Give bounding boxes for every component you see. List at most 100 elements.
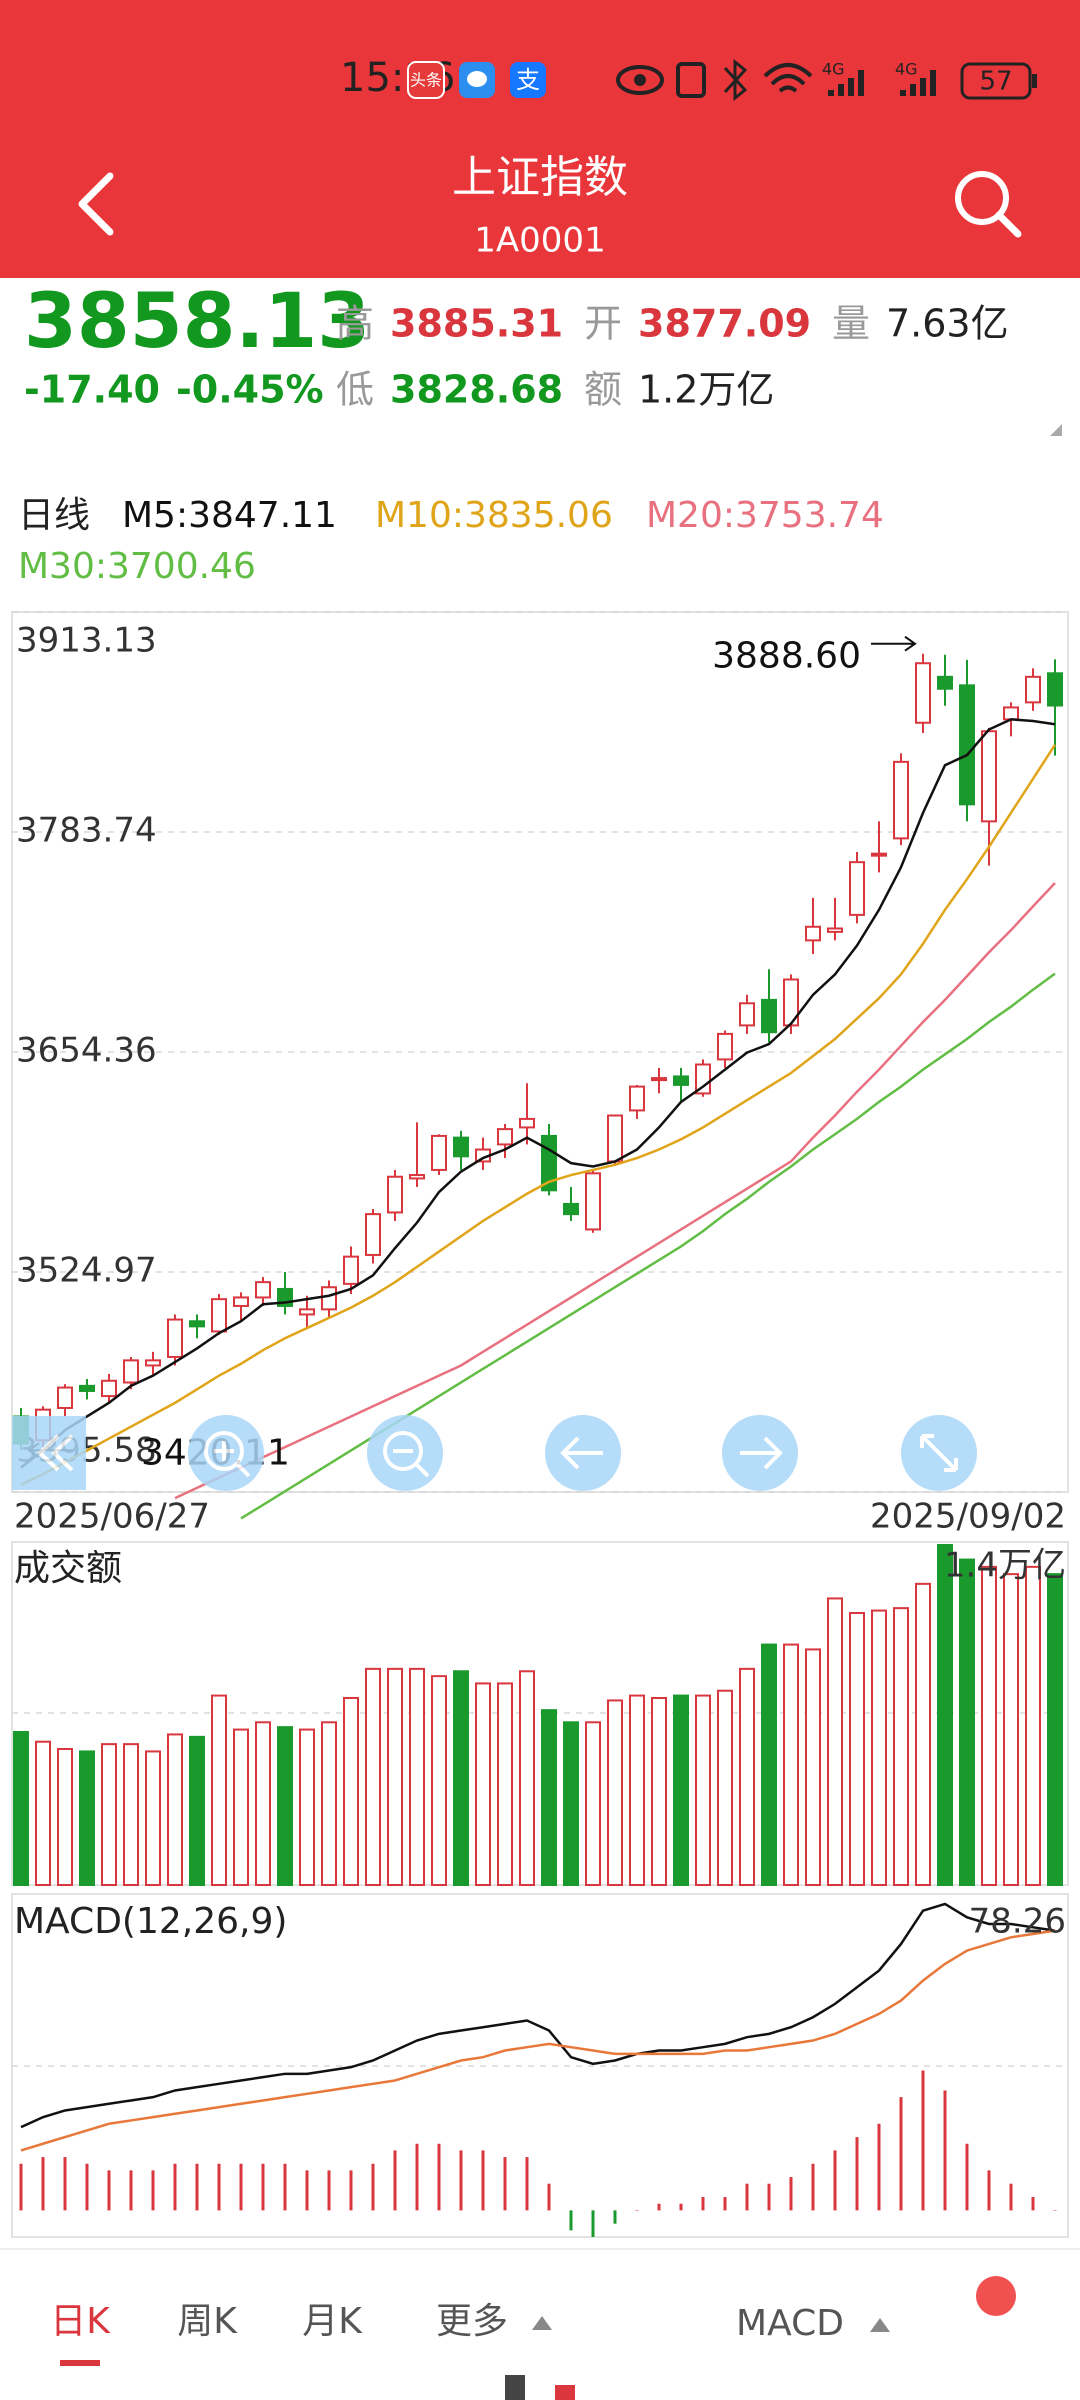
y-tick-label: 3524.97: [16, 1250, 157, 1290]
candle-body: [673, 1075, 689, 1086]
macd-bar: [679, 2203, 683, 2211]
candle-body: [409, 1174, 425, 1180]
tab[interactable]: 日K: [50, 2301, 111, 2342]
candle-body: [387, 1175, 403, 1214]
candle-body: [629, 1085, 645, 1112]
candle-body: [431, 1134, 447, 1171]
macd-bar: [635, 2210, 639, 2211]
candle-body: [871, 852, 887, 857]
search-icon: [955, 171, 1009, 225]
indicator-select[interactable]: MACD: [736, 2303, 844, 2344]
volume-bar: [959, 1558, 975, 1886]
macd-bar: [833, 2150, 837, 2211]
search-button[interactable]: [955, 171, 1022, 238]
period-label: 日线: [18, 495, 90, 536]
macd-bar: [745, 2183, 749, 2211]
volume-bar: [409, 1667, 425, 1887]
macd-bar: [811, 2163, 815, 2211]
candle-body: [849, 861, 865, 916]
volume-bar: [563, 1721, 579, 1887]
candle-body: [1025, 675, 1041, 704]
candle-body: [761, 998, 777, 1034]
macd-bar: [987, 2170, 991, 2211]
nfc-icon: [676, 62, 706, 98]
candle-body: [211, 1298, 227, 1333]
macd-bar: [283, 2163, 287, 2211]
ma-line: [174, 882, 1056, 1500]
candle-body: [959, 684, 975, 806]
volume-bar: [739, 1667, 755, 1887]
candle-body: [805, 925, 821, 942]
legend-entry: M10:3835.06: [375, 495, 613, 536]
volume-bar: [101, 1743, 117, 1886]
candle-body: [299, 1308, 315, 1316]
candle-body: [739, 1002, 755, 1027]
macd-bar: [613, 2210, 617, 2224]
macd-bar: [547, 2183, 551, 2211]
search-icon: [995, 211, 1022, 238]
button-icon: [204, 1431, 244, 1471]
volume-bar: [1025, 1565, 1041, 1887]
bluetooth-icon: [723, 58, 748, 102]
volume-bar: [321, 1721, 337, 1887]
button-icon: [740, 1436, 783, 1470]
quote-label: 开: [584, 302, 622, 346]
volume-bar: [519, 1670, 535, 1887]
button-icon: [37, 1434, 74, 1472]
candle-body: [1003, 706, 1019, 721]
network-label: 4G: [895, 60, 918, 79]
price-change: -17.40: [24, 368, 160, 412]
button-icon: [383, 1431, 423, 1471]
float-button[interactable]: [976, 2276, 1016, 2316]
candle-body: [937, 675, 953, 690]
macd-bar: [393, 2150, 397, 2211]
candle-body: [893, 760, 909, 840]
tab-indicator: [60, 2360, 100, 2366]
amount: 1.2万亿: [638, 368, 774, 412]
eye-icon: [634, 74, 646, 86]
battery-level: 57: [979, 67, 1012, 97]
candle-body: [651, 1077, 667, 1082]
candle-body: [827, 927, 843, 933]
macd-bar: [459, 2150, 463, 2211]
macd-bar: [723, 2197, 727, 2211]
tab[interactable]: 周K: [177, 2301, 238, 2342]
nav-handle: [505, 2375, 525, 2400]
volume-bar: [783, 1643, 799, 1886]
volume-bar: [607, 1699, 623, 1887]
candle-body: [607, 1114, 623, 1163]
macd-bar: [855, 2137, 859, 2211]
back-button[interactable]: [78, 172, 114, 236]
y-tick-label: 3913.13: [16, 621, 157, 661]
volume-bar: [233, 1728, 249, 1886]
tab[interactable]: 更多: [436, 2301, 508, 2342]
ma-line: [20, 744, 1057, 1486]
macd-bar: [657, 2203, 661, 2211]
macd-bar: [371, 2163, 375, 2211]
macd-bar: [965, 2143, 969, 2211]
candle-body: [145, 1359, 161, 1367]
macd-bar: [569, 2210, 573, 2231]
quote-label: 低: [336, 368, 374, 412]
volume-bar: [805, 1648, 821, 1887]
header-code: 1A0001: [474, 221, 605, 261]
macd-bar: [1031, 2197, 1035, 2211]
candle-body: [695, 1063, 711, 1095]
candle-body: [981, 730, 997, 823]
candle-body: [57, 1386, 73, 1409]
tab[interactable]: 月K: [302, 2301, 363, 2342]
macd-bar: [217, 2163, 221, 2211]
button-icon: [560, 1436, 603, 1470]
legend-entry: M5:3847.11: [122, 495, 337, 536]
volume-bar: [1047, 1573, 1063, 1886]
macd-bar: [129, 2170, 133, 2211]
y-tick-label: 3783.74: [16, 811, 157, 851]
volume-bar: [475, 1682, 491, 1887]
app-icon-text: 头条: [410, 71, 442, 90]
dropdown-arrow: [870, 2318, 890, 2332]
volume-bar: [827, 1597, 843, 1887]
scroll-left-button[interactable]: [12, 1416, 86, 1490]
volume-bar: [431, 1675, 447, 1886]
volume-bar: [717, 1689, 733, 1886]
